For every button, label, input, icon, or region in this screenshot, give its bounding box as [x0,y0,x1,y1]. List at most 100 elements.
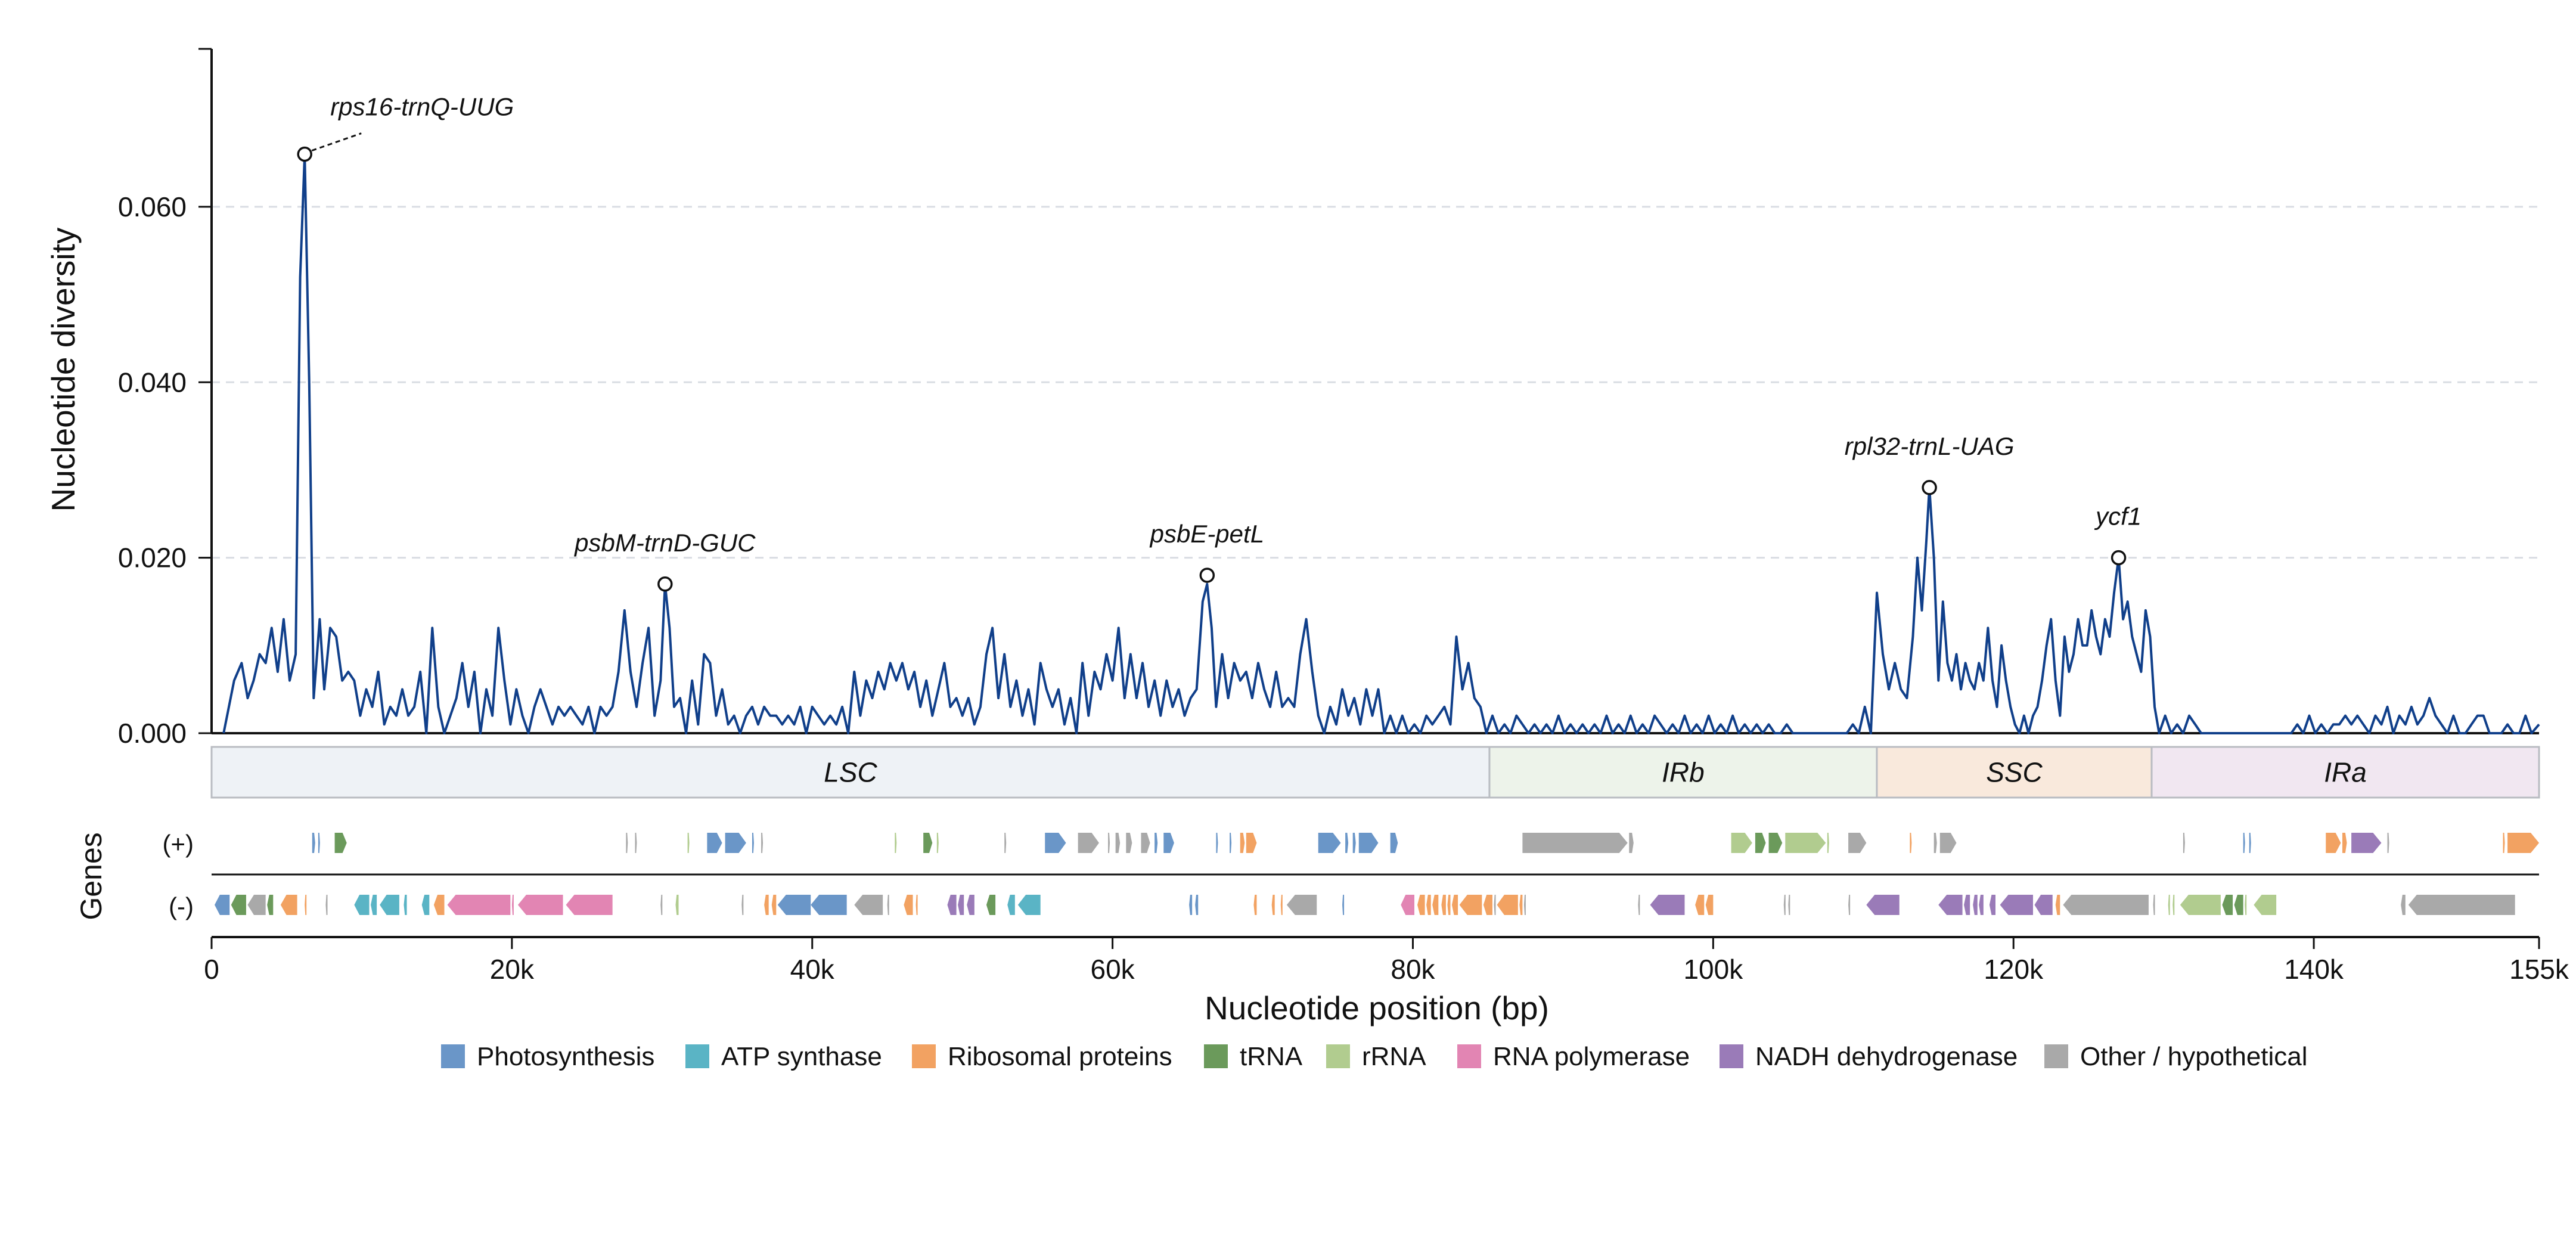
peak-label: rpl32-trnL-UAG [1845,432,2015,460]
gene-feature [1115,833,1121,853]
gene-feature [675,895,679,915]
legend-swatch-rb [912,1044,936,1068]
gene-feature [1783,895,1786,915]
gene-feature [566,895,613,915]
gene-feature [1280,895,1283,915]
peak-label: psbE-petL [1149,520,1264,548]
gene-feature [1004,833,1007,853]
legend-label: RNA polymerase [1493,1042,1690,1071]
gene-feature [1154,833,1158,853]
gene-feature [1989,895,1995,915]
gene-feature [1390,833,1398,853]
legend-swatch-tr [1204,1044,1228,1068]
x-tick-label: 60k [1091,954,1135,985]
legend-label: ATP synthase [721,1042,882,1071]
gene-feature [1973,895,1978,915]
gene-feature [1216,833,1218,853]
y-tick-label: 0.000 [118,718,187,749]
gene-feature [1447,895,1451,915]
gene-feature [1358,833,1379,853]
legend-swatch-ot [2044,1044,2068,1068]
gene-feature [447,895,511,915]
gene-feature [1731,833,1752,853]
gene-feature [2168,895,2170,915]
gene-feature [986,895,996,915]
gene-feature [725,833,746,853]
gene-feature [1459,895,1482,915]
gene-feature [247,895,266,915]
gene-feature [318,833,320,853]
gene-feature [1007,895,1015,915]
x-tick-label: 20k [490,954,535,985]
gene-feature [1432,895,1439,915]
gene-feature [2243,833,2245,853]
y-tick-label: 0.040 [118,367,187,398]
gene-feature [511,895,514,915]
genes-track-label: Genes [75,832,108,920]
legend: Photosynthesis ATP synthase Ribosomal prot… [441,1042,2308,1071]
region-lsc [210,746,1491,799]
gene-feature [1045,833,1066,853]
legend-swatch-ps [441,1044,465,1068]
peak-marker [297,146,312,162]
region-bar: LSC IRb SSC IRa [210,746,2540,799]
gene-feature [2172,895,2175,915]
gene-feature [1785,833,1826,853]
gene-feature [1848,833,1867,853]
x-tick-label: 0 [204,954,219,985]
minus-strand-label: (-) [169,892,194,920]
gene-feature [2034,895,2053,915]
region-label: LSC [824,757,877,788]
gene-feature [1426,895,1431,915]
gene-feature [2387,833,2389,853]
grid-lines [212,206,2539,559]
gene-feature [1078,833,1099,853]
gene-feature [771,895,777,915]
gene-feature [1189,895,1193,915]
region-label: SSC [1986,757,2043,788]
legend-label: Other / hypothetical [2080,1042,2308,1071]
peak-annotations: rps16-trnQ-UUG psbM-trnD-GUC psbE-petL rpl3… [297,93,2142,592]
y-axis-label: Nucleotide diversity [45,227,82,511]
gene-feature [1848,895,1851,915]
gene-feature [2351,833,2382,853]
gene-feature [2063,895,2149,915]
x-tick-label: 80k [1391,954,1435,985]
gene-feature [1650,895,1685,915]
gene-feature [764,895,769,915]
gene-feature [1497,895,1518,915]
peak-marker [1199,567,1215,583]
plus-strand-label: (+) [163,830,194,858]
gene-feature [1017,895,1041,915]
gene-feature [2153,895,2155,915]
gene-feature [215,895,230,915]
gene-feature [1827,833,1829,853]
gene-feature [967,895,974,915]
gene-feature [1866,895,1900,915]
gene-feature [1964,895,1970,915]
annotation-leader-line [311,132,362,152]
gene-feature [371,895,377,915]
gene-feature [421,895,430,915]
gene-feature [354,895,370,915]
gene-feature [1695,895,1705,915]
gene-feature [2401,895,2406,915]
legend-label: Ribosomal proteins [948,1042,1172,1071]
gene-feature [380,895,399,915]
gene-feature [404,895,407,915]
gene-feature [517,895,563,915]
gene-feature [1910,833,1912,853]
gene-feature [1638,895,1640,915]
peak-label: ycf1 [2094,503,2142,531]
legend-swatch-rp [1457,1044,1481,1068]
x-axis-label: Nucleotide position (bp) [1205,990,1549,1026]
gene-feature [334,833,347,853]
gene-feature [1126,833,1132,853]
gene-feature [1483,895,1493,915]
gene-feature [1345,833,1349,853]
gene-feature [231,895,246,915]
gene-feature [1451,895,1458,915]
gene-feature [958,895,964,915]
gene-feature [1342,895,1345,915]
gene-feature [1523,895,1526,915]
